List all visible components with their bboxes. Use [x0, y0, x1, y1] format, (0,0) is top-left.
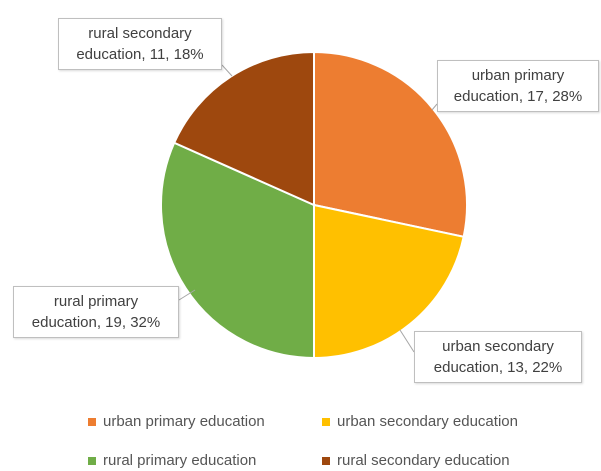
data-label-rural-secondary: rural secondary education, 11, 18%: [58, 18, 222, 70]
data-label-line: education, 11, 18%: [76, 46, 204, 63]
data-label-line: rural secondary: [88, 25, 192, 42]
data-label-line: rural primary: [53, 293, 139, 310]
leader-line-rural-primary: [178, 289, 196, 301]
data-label-line: urban primary: [471, 67, 565, 84]
pie-slice-rural-secondary: [172, 50, 315, 207]
data-label-urban-primary: urban primary education, 17, 28%: [437, 60, 599, 112]
data-label-urban-secondary: urban secondary education, 13, 22%: [414, 331, 582, 383]
legend-label: rural secondary education: [337, 452, 510, 469]
leader-line-rural-secondary: [221, 64, 233, 77]
legend-label: urban primary education: [103, 413, 265, 430]
leader-line-urban-secondary: [399, 329, 415, 353]
legend-label: rural primary education: [103, 452, 257, 469]
legend-item-rural-secondary: rural secondary education: [322, 452, 510, 469]
data-label-line: urban secondary: [442, 338, 554, 355]
data-label-line: education, 17, 28%: [453, 88, 583, 105]
pie-slice-urban-secondary: [313, 203, 465, 360]
legend-item-rural-primary: rural primary education: [88, 452, 256, 469]
pie-slices: [160, 50, 468, 360]
legend-item-urban-secondary: urban secondary education: [322, 413, 518, 430]
legend-swatch: [322, 417, 330, 426]
pie-slice-rural-primary: [160, 141, 315, 360]
data-label-line: education, 13, 22%: [433, 359, 563, 376]
data-label-line: education, 19, 32%: [31, 314, 161, 331]
leader-lines: [178, 64, 438, 353]
legend-swatch: [88, 456, 96, 465]
data-label-rural-primary: rural primary education, 19, 32%: [13, 286, 179, 338]
legend-item-urban-primary: urban primary education: [88, 413, 265, 430]
legend-swatch: [322, 456, 330, 465]
legend-label: urban secondary education: [337, 413, 518, 430]
leader-line-urban-primary: [431, 103, 438, 111]
legend-swatch: [88, 417, 96, 426]
